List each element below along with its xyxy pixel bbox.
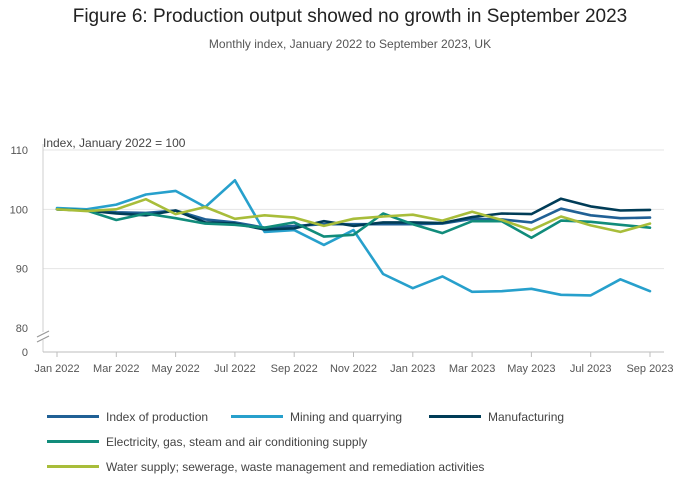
figure-subtitle: Monthly index, January 2022 to September… (208, 37, 492, 51)
legend-swatch (47, 440, 99, 443)
legend-item-manufacturing[interactable]: Manufacturing (429, 410, 564, 424)
x-tick-label: Jul 2023 (570, 363, 612, 375)
legend-label: Electricity, gas, steam and air conditio… (106, 434, 368, 449)
legend-row: Water supply; sewerage, waste management… (47, 454, 687, 479)
legend-label: Water supply; sewerage, waste management… (106, 459, 485, 474)
x-tick-label: Mar 2023 (449, 363, 495, 375)
series-line-4 (55, 197, 652, 234)
legend-item-index-of-production[interactable]: Index of production (47, 410, 231, 424)
y-tick-label: 80 (16, 323, 28, 335)
legend-label: Index of production (106, 409, 209, 424)
y-tick-label: 90 (16, 264, 28, 276)
y-tick-label: 100 (10, 204, 28, 216)
legend-row: Index of production Mining and quarrying… (47, 404, 687, 429)
x-tick-label: Jan 2022 (34, 363, 79, 375)
legend-row: Electricity, gas, steam and air conditio… (47, 429, 687, 454)
x-tick-label: Jul 2022 (214, 363, 256, 375)
y-axis-label: Index, January 2022 = 100 (43, 136, 186, 150)
legend-label: Mining and quarrying (290, 409, 403, 424)
series-line-2 (55, 197, 652, 231)
series-lines (55, 179, 652, 297)
series-line-1 (55, 179, 652, 297)
series-line-0 (55, 207, 652, 229)
legend-item-electricity[interactable]: Electricity, gas, steam and air conditio… (47, 435, 367, 449)
x-tick-label: Nov 2022 (330, 363, 377, 375)
x-tick-label: Sep 2023 (626, 363, 673, 375)
x-tick-label: May 2022 (151, 363, 199, 375)
x-tick-label: Mar 2022 (93, 363, 139, 375)
x-tick-label: May 2023 (507, 363, 555, 375)
legend-item-water-supply[interactable]: Water supply; sewerage, waste management… (47, 460, 484, 474)
y-axis-ticks: 80 90 100 110 0 (10, 145, 28, 359)
legend-label: Manufacturing (488, 409, 565, 424)
line-chart: Index, January 2022 = 100 80 90 100 110 0 Ja… (10, 136, 674, 375)
legend-swatch (429, 415, 481, 418)
series-line-3 (55, 208, 652, 240)
x-tick-label: Jan 2023 (390, 363, 435, 375)
legend-swatch (231, 415, 283, 418)
y-tick-label: 110 (10, 145, 28, 157)
legend-item-mining-and-quarrying[interactable]: Mining and quarrying (231, 410, 429, 424)
x-axis: Jan 2022 Mar 2022 May 2022 Jul 2022 Sep 2022… (34, 351, 674, 375)
legend-swatch (47, 465, 99, 468)
y-tick-label-zero: 0 (22, 347, 28, 359)
legend: Index of production Mining and quarrying… (47, 404, 687, 479)
figure-title: Figure 6: Production output showed no gr… (72, 6, 628, 27)
x-tick-label: Sep 2022 (271, 363, 318, 375)
axis-break-icon (36, 330, 50, 343)
gridlines (36, 144, 664, 352)
legend-swatch (47, 415, 99, 418)
